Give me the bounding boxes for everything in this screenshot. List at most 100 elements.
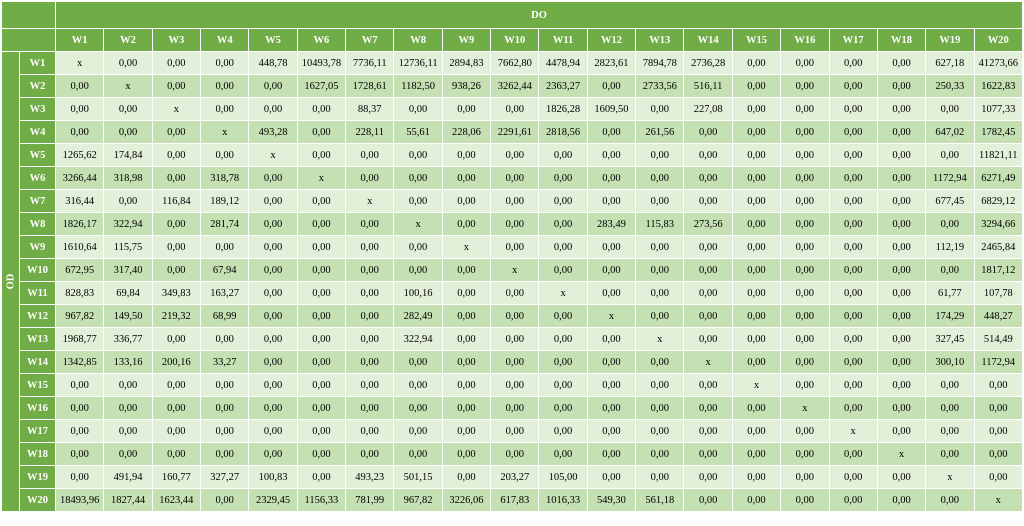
table-cell: 1182,50 — [393, 74, 443, 98]
table-cell: 0,00 — [538, 442, 588, 466]
table-cell: 69,84 — [103, 281, 153, 305]
table-cell: 2736,28 — [683, 51, 733, 75]
table-cell: 0,00 — [876, 419, 927, 443]
row-header: W4 — [19, 120, 56, 144]
table-cell: 327,45 — [925, 327, 975, 351]
table-cell: 0,00 — [925, 97, 975, 121]
table-cell: 0,00 — [683, 258, 733, 282]
table-cell: 0,00 — [151, 235, 202, 259]
table-cell: 0,00 — [200, 419, 250, 443]
table-cell: 0,00 — [876, 97, 927, 121]
table-cell: 493,23 — [345, 465, 395, 489]
table-cell: 0,00 — [151, 373, 202, 397]
table-cell: 174,29 — [925, 304, 975, 328]
column-header: W16 — [780, 28, 830, 52]
table-cell: 0,00 — [635, 396, 685, 420]
od-header: OD — [1, 51, 20, 512]
table-cell: 0,00 — [828, 258, 878, 282]
table-cell: 0,00 — [683, 304, 733, 328]
table-row: W17 0,00 0,00 0,00 0,00 0,00 0,00 0,00 0,00 0,00 0… — [2, 419, 1024, 443]
do-header: DO — [55, 1, 1023, 29]
table-cell: 7662,80 — [490, 51, 540, 75]
table-cell: 0,00 — [828, 396, 878, 420]
table-cell: 0,00 — [683, 465, 733, 489]
table-cell: 647,02 — [925, 120, 975, 144]
table-cell: 0,00 — [151, 442, 202, 466]
table-cell: x — [538, 281, 588, 305]
table-cell: 0,00 — [683, 166, 733, 190]
table-cell: 0,00 — [586, 143, 637, 167]
table-cell: 514,49 — [973, 327, 1024, 351]
table-cell: 0,00 — [248, 419, 298, 443]
table-cell: x — [490, 258, 540, 282]
table-cell: 0,00 — [441, 143, 492, 167]
od-label: OD — [5, 273, 16, 290]
table-cell: 105,00 — [538, 465, 588, 489]
table-cell: 0,00 — [586, 120, 637, 144]
table-cell: 0,00 — [780, 442, 830, 466]
table-cell: 0,00 — [731, 327, 782, 351]
table-cell: 1265,62 — [54, 143, 105, 167]
table-cell: 0,00 — [441, 465, 492, 489]
table-cell: 2823,61 — [586, 51, 637, 75]
table-cell: 0,00 — [538, 327, 588, 351]
table-cell: 18493,96 — [54, 488, 105, 512]
table-cell: 1968,77 — [54, 327, 105, 351]
column-header: W5 — [248, 28, 298, 52]
table-cell: 0,00 — [441, 258, 492, 282]
table-cell: 0,00 — [828, 488, 878, 512]
column-header: W8 — [393, 28, 443, 52]
column-header: W1 — [54, 28, 105, 52]
table-cell: 0,00 — [393, 189, 443, 213]
table-cell: 0,00 — [828, 97, 878, 121]
row-header: W8 — [19, 212, 56, 236]
table-cell: 3226,06 — [441, 488, 492, 512]
table-cell: 0,00 — [490, 419, 540, 443]
table-row: W15 0,00 0,00 0,00 0,00 0,00 0,00 0,00 0,00 0,00 0… — [2, 373, 1024, 397]
table-cell: 317,40 — [103, 258, 153, 282]
table-cell: 0,00 — [54, 465, 105, 489]
table-cell: 2291,61 — [490, 120, 540, 144]
table-cell: 0,00 — [780, 166, 830, 190]
table-cell: 0,00 — [200, 396, 250, 420]
table-cell: 0,00 — [296, 120, 347, 144]
table-cell: 0,00 — [296, 212, 347, 236]
table-cell: 174,84 — [103, 143, 153, 167]
table-cell: 0,00 — [200, 51, 250, 75]
column-header: W19 — [925, 28, 975, 52]
column-header: W13 — [635, 28, 685, 52]
row-header: W20 — [19, 488, 56, 512]
table-cell: 0,00 — [441, 327, 492, 351]
table-cell: 0,00 — [973, 373, 1024, 397]
table-cell: 0,00 — [393, 166, 443, 190]
table-cell: 0,00 — [393, 258, 443, 282]
table-cell: 0,00 — [54, 442, 105, 466]
table-cell: x — [248, 143, 298, 167]
table-cell: 4478,94 — [538, 51, 588, 75]
table-cell: 0,00 — [441, 419, 492, 443]
row-header: W5 — [19, 143, 56, 167]
table-cell: 0,00 — [248, 97, 298, 121]
table-cell: 0,00 — [635, 465, 685, 489]
table-cell: 7894,78 — [635, 51, 685, 75]
table-cell: 0,00 — [296, 373, 347, 397]
table-cell: 0,00 — [683, 442, 733, 466]
table-cell: 0,00 — [296, 235, 347, 259]
table-cell: 0,00 — [683, 419, 733, 443]
row-header: W13 — [19, 327, 56, 351]
table-cell: 0,00 — [248, 212, 298, 236]
table-cell: 0,00 — [780, 419, 830, 443]
table-cell: 1826,17 — [54, 212, 105, 236]
table-cell: 0,00 — [393, 419, 443, 443]
table-cell: 0,00 — [248, 350, 298, 374]
table-cell: 0,00 — [490, 327, 540, 351]
table-cell: 0,00 — [248, 74, 298, 98]
table-cell: 0,00 — [876, 258, 927, 282]
table-cell: 0,00 — [103, 97, 153, 121]
table-cell: 0,00 — [876, 235, 927, 259]
table-cell: 0,00 — [538, 350, 588, 374]
table-cell: 2363,27 — [538, 74, 588, 98]
table-cell: 0,00 — [731, 396, 782, 420]
column-header: W14 — [683, 28, 733, 52]
table-cell: 68,99 — [200, 304, 250, 328]
